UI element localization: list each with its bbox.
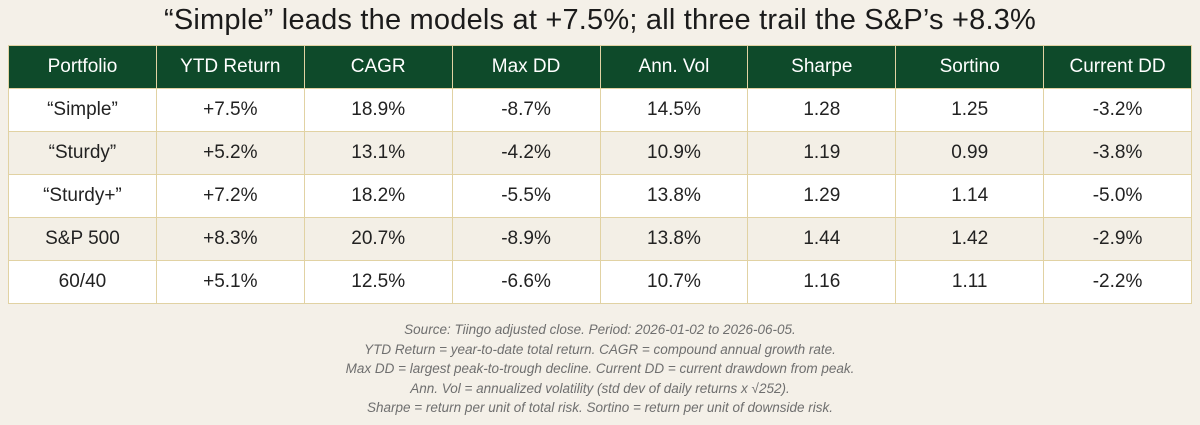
cell-max-dd: -6.6% bbox=[451, 260, 601, 304]
column-header-current-dd: Current DD bbox=[1043, 45, 1192, 89]
cell-ann-vol: 13.8% bbox=[599, 174, 749, 218]
table-row: “Sturdy” +5.2% 13.1% -4.2% 10.9% 1.19 0.… bbox=[8, 131, 1192, 175]
cell-portfolio: “Sturdy+” bbox=[8, 174, 157, 218]
cell-sortino: 1.11 bbox=[895, 260, 1045, 304]
cell-sharpe: 1.28 bbox=[747, 88, 897, 132]
cell-ann-vol: 14.5% bbox=[599, 88, 749, 132]
column-header-max-dd: Max DD bbox=[451, 45, 601, 89]
cell-cagr: 12.5% bbox=[303, 260, 453, 304]
table-row: 60/40 +5.1% 12.5% -6.6% 10.7% 1.16 1.11 … bbox=[8, 260, 1192, 304]
footnote-max-current-dd: Max DD = largest peak-to-trough decline.… bbox=[345, 361, 855, 376]
column-header-ytd-return: YTD Return bbox=[155, 45, 305, 89]
column-header-sortino: Sortino bbox=[895, 45, 1045, 89]
cell-ann-vol: 10.7% bbox=[599, 260, 749, 304]
cell-ann-vol: 10.9% bbox=[599, 131, 749, 175]
footnote-source: Source: Tiingo adjusted close. Period: 2… bbox=[404, 322, 796, 337]
cell-current-dd: -5.0% bbox=[1043, 174, 1192, 218]
cell-sharpe: 1.19 bbox=[747, 131, 897, 175]
column-header-sharpe: Sharpe bbox=[747, 45, 897, 89]
cell-ytd-return: +8.3% bbox=[155, 217, 305, 261]
cell-portfolio: S&P 500 bbox=[8, 217, 157, 261]
cell-current-dd: -2.9% bbox=[1043, 217, 1192, 261]
cell-max-dd: -5.5% bbox=[451, 174, 601, 218]
cell-sharpe: 1.44 bbox=[747, 217, 897, 261]
cell-max-dd: -8.7% bbox=[451, 88, 601, 132]
cell-cagr: 13.1% bbox=[303, 131, 453, 175]
cell-max-dd: -8.9% bbox=[451, 217, 601, 261]
cell-sortino: 1.42 bbox=[895, 217, 1045, 261]
cell-cagr: 18.2% bbox=[303, 174, 453, 218]
cell-ytd-return: +5.1% bbox=[155, 260, 305, 304]
header-row: Portfolio YTD Return CAGR Max DD Ann. Vo… bbox=[8, 45, 1192, 89]
table-row: “Simple” +7.5% 18.9% -8.7% 14.5% 1.28 1.… bbox=[8, 88, 1192, 132]
cell-ytd-return: +7.2% bbox=[155, 174, 305, 218]
cell-cagr: 20.7% bbox=[303, 217, 453, 261]
cell-ytd-return: +5.2% bbox=[155, 131, 305, 175]
cell-portfolio: “Simple” bbox=[8, 88, 157, 132]
column-header-cagr: CAGR bbox=[303, 45, 453, 89]
cell-current-dd: -3.2% bbox=[1043, 88, 1192, 132]
cell-sortino: 1.25 bbox=[895, 88, 1045, 132]
cell-portfolio: “Sturdy” bbox=[8, 131, 157, 175]
footnote-ann-vol: Ann. Vol = annualized volatility (std de… bbox=[410, 380, 790, 396]
cell-ann-vol: 13.8% bbox=[599, 217, 749, 261]
cell-current-dd: -3.8% bbox=[1043, 131, 1192, 175]
table-row: “Sturdy+” +7.2% 18.2% -5.5% 13.8% 1.29 1… bbox=[8, 174, 1192, 218]
cell-ytd-return: +7.5% bbox=[155, 88, 305, 132]
cell-sortino: 1.14 bbox=[895, 174, 1045, 218]
cell-sharpe: 1.29 bbox=[747, 174, 897, 218]
footnotes: Source: Tiingo adjusted close. Period: 2… bbox=[0, 320, 1200, 418]
cell-sortino: 0.99 bbox=[895, 131, 1045, 175]
cell-portfolio: 60/40 bbox=[8, 260, 157, 304]
footnote-sharpe-sortino: Sharpe = return per unit of total risk. … bbox=[367, 400, 833, 415]
performance-table: Portfolio YTD Return CAGR Max DD Ann. Vo… bbox=[8, 45, 1192, 304]
chart-title: “Simple” leads the models at +7.5%; all … bbox=[163, 4, 1037, 36]
cell-sharpe: 1.16 bbox=[747, 260, 897, 304]
cell-current-dd: -2.2% bbox=[1043, 260, 1192, 304]
column-header-portfolio: Portfolio bbox=[8, 45, 157, 89]
column-header-ann-vol: Ann. Vol bbox=[599, 45, 749, 89]
footnote-ytd-cagr: YTD Return = year-to-date total return. … bbox=[364, 341, 836, 357]
cell-cagr: 18.9% bbox=[303, 88, 453, 132]
cell-max-dd: -4.2% bbox=[451, 131, 601, 175]
table-row: S&P 500 +8.3% 20.7% -8.9% 13.8% 1.44 1.4… bbox=[8, 217, 1192, 261]
